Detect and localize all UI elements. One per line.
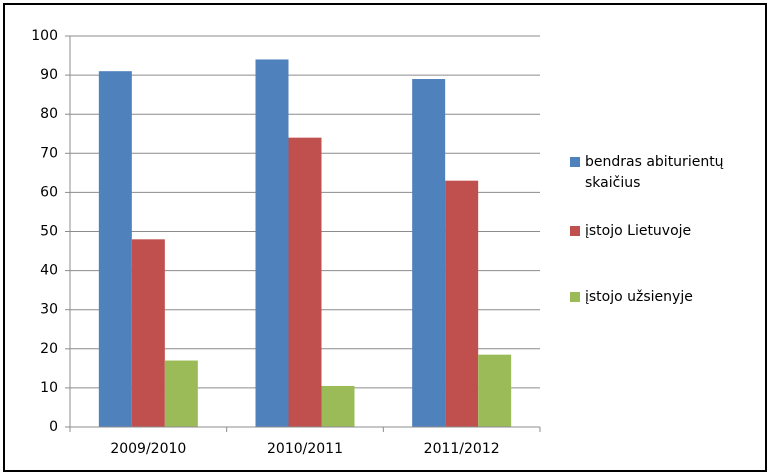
bar xyxy=(164,360,198,427)
legend-swatch xyxy=(570,226,580,236)
bar xyxy=(131,239,165,427)
y-tick-label: 40 xyxy=(40,263,58,279)
legend-item: įstojo Lietuvoje xyxy=(570,221,750,242)
legend: bendras abiturientų skaičius įstojo Lietu… xyxy=(570,152,750,308)
y-tick-label: 20 xyxy=(40,341,58,357)
legend-label: bendras abiturientų skaičius xyxy=(585,154,724,191)
bar xyxy=(98,71,132,427)
x-tick-label: 2011/2012 xyxy=(424,441,500,457)
legend-swatch xyxy=(570,157,580,167)
y-tick-label: 90 xyxy=(40,67,58,83)
bar xyxy=(478,354,512,427)
bar xyxy=(412,79,446,427)
y-tick-label: 50 xyxy=(40,224,58,240)
y-tick-label: 100 xyxy=(31,28,58,44)
legend-item: bendras abiturientų skaičius xyxy=(570,152,750,194)
bar xyxy=(255,59,289,428)
y-tick-label: 60 xyxy=(40,184,58,200)
y-tick-label: 70 xyxy=(40,145,58,161)
y-tick-label: 80 xyxy=(40,106,58,122)
legend-label: įstojo užsienyje xyxy=(585,289,693,305)
bar xyxy=(445,180,479,427)
legend-item: įstojo užsienyje xyxy=(570,287,750,308)
legend-label: įstojo Lietuvoje xyxy=(585,223,692,239)
y-tick-label: 10 xyxy=(40,380,58,396)
y-tick-label: 30 xyxy=(40,302,58,318)
x-tick-label: 2009/2010 xyxy=(110,441,186,457)
bar xyxy=(288,137,322,427)
legend-swatch xyxy=(570,292,580,302)
y-tick-label: 0 xyxy=(49,419,58,435)
bar xyxy=(321,385,355,427)
x-tick-label: 2010/2011 xyxy=(267,441,343,457)
